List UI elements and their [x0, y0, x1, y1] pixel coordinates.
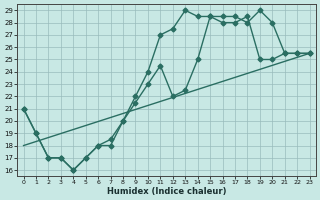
X-axis label: Humidex (Indice chaleur): Humidex (Indice chaleur) [107, 187, 226, 196]
